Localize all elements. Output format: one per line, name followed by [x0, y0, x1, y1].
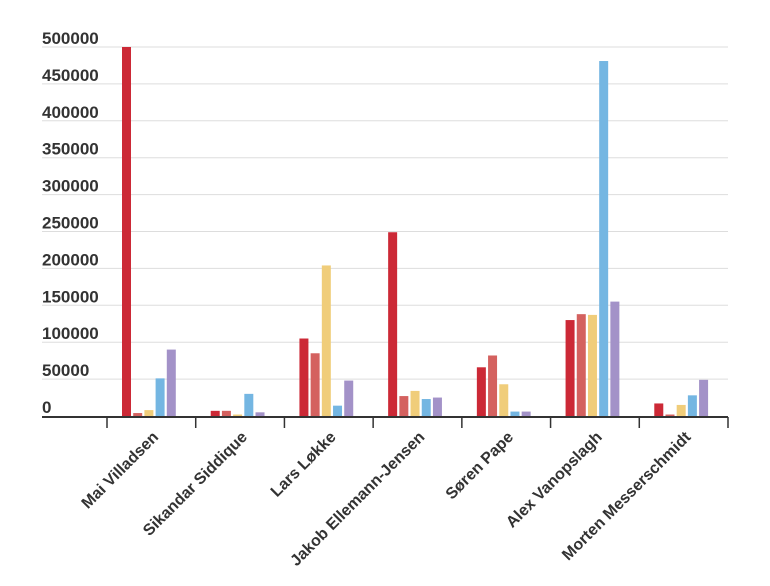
x-tick-label: Mai Villadsen — [79, 429, 162, 512]
gridlines — [42, 46, 728, 380]
y-tick-label: 300000 — [42, 177, 99, 196]
y-tick-label: 100000 — [42, 324, 99, 343]
bar — [321, 265, 331, 416]
y-tick-label: 50000 — [42, 361, 89, 380]
x-tick-label: Lars Løkke — [268, 429, 340, 501]
bar — [122, 47, 131, 416]
y-tick-label: 400000 — [42, 103, 99, 122]
bar — [410, 390, 420, 416]
bar — [687, 395, 697, 416]
bar — [432, 397, 442, 416]
bar — [576, 314, 586, 416]
bar — [299, 338, 309, 416]
bar — [421, 399, 431, 416]
bar — [476, 367, 486, 416]
bar — [310, 353, 320, 416]
bar — [133, 413, 143, 416]
y-tick-label: 0 — [42, 398, 51, 417]
bar — [221, 410, 231, 416]
bar — [333, 405, 343, 416]
bar — [488, 355, 498, 416]
bars — [122, 47, 709, 416]
bar — [155, 378, 165, 416]
bar — [654, 403, 664, 416]
y-tick-label: 450000 — [42, 66, 99, 85]
y-tick-label: 250000 — [42, 214, 99, 233]
bar — [344, 380, 354, 416]
x-tick-label: Alex Vanopslagh — [503, 429, 606, 532]
y-tick-label: 150000 — [42, 287, 99, 306]
bar — [388, 232, 398, 416]
bar — [699, 379, 709, 416]
bar — [210, 410, 220, 416]
bar — [244, 393, 254, 416]
bar — [255, 412, 265, 416]
y-tick-label: 350000 — [42, 140, 99, 159]
bar — [676, 404, 686, 416]
bar — [499, 384, 509, 416]
y-tick-label: 500000 — [42, 29, 99, 48]
bar — [144, 410, 154, 416]
bar — [510, 411, 520, 416]
bar — [565, 320, 575, 416]
x-tick-label: Søren Pape — [443, 429, 517, 503]
y-tick-label: 200000 — [42, 250, 99, 269]
bar — [166, 349, 176, 416]
y-axis: 0 50000 100000 150000 200000 250000 300000 3500… — [42, 29, 99, 417]
bar — [399, 396, 409, 416]
bar — [521, 411, 531, 416]
bar — [610, 301, 620, 416]
bar — [587, 314, 597, 416]
bar — [599, 61, 609, 416]
bar — [665, 414, 675, 416]
bar — [233, 414, 243, 416]
